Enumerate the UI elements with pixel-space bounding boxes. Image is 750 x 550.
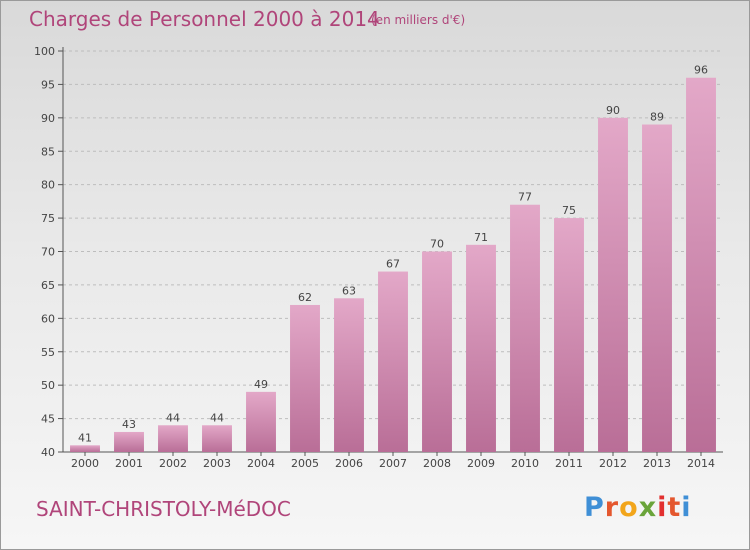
bar-value-label: 77 [518, 191, 532, 204]
bar-value-label: 96 [694, 64, 708, 77]
bar [554, 218, 584, 452]
x-tick-label: 2001 [115, 457, 143, 470]
bar-value-label: 90 [606, 104, 620, 117]
labels: 40 45 50 55 60 65 70 75 80 85 90 95 100 41 2000 43 2001 4… [34, 45, 715, 470]
y-tick-label: 75 [41, 212, 55, 225]
logo-letter: o [619, 492, 639, 523]
logo-letter: i [657, 492, 668, 523]
bar-value-label: 43 [122, 418, 136, 431]
bars [70, 77, 716, 453]
y-tick-label: 100 [34, 45, 55, 58]
x-tick-label: 2014 [687, 457, 715, 470]
y-tick-label: 80 [41, 179, 55, 192]
x-tick-label: 2000 [71, 457, 99, 470]
y-tick-label: 40 [41, 446, 55, 459]
y-tick-label: 65 [41, 279, 55, 292]
x-tick-label: 2006 [335, 457, 363, 470]
bar-value-label: 62 [298, 291, 312, 304]
bar [334, 298, 364, 452]
x-tick-label: 2007 [379, 457, 407, 470]
bar [422, 251, 452, 452]
logo-letter: r [604, 492, 620, 523]
y-tick-label: 85 [41, 145, 55, 158]
x-tick-label: 2012 [599, 457, 627, 470]
bar [114, 431, 144, 452]
bar [466, 244, 496, 452]
y-tick-label: 45 [41, 413, 55, 426]
bar-value-label: 89 [650, 111, 664, 124]
y-tick-label: 60 [41, 312, 55, 325]
bar-value-label: 63 [342, 284, 356, 297]
bar [290, 304, 320, 452]
proxiti-logo: Proxiti [584, 492, 692, 523]
x-tick-label: 2004 [247, 457, 275, 470]
logo-letter: t [667, 492, 682, 523]
logo-letter: x [638, 492, 658, 523]
chart-unit: (en milliers d'€) [371, 13, 466, 27]
bar [158, 425, 188, 452]
bar [378, 271, 408, 452]
bar-value-label: 41 [78, 431, 92, 444]
bar-value-label: 44 [166, 411, 180, 424]
x-tick-label: 2005 [291, 457, 319, 470]
bar-value-label: 75 [562, 204, 576, 217]
y-tick-label: 50 [41, 379, 55, 392]
y-tick-label: 90 [41, 112, 55, 125]
logo-letter: i [681, 492, 692, 523]
logo-letter: P [584, 492, 605, 523]
x-tick-label: 2009 [467, 457, 495, 470]
bar-value-label: 71 [474, 231, 488, 244]
x-tick-label: 2008 [423, 457, 451, 470]
x-tick-label: 2010 [511, 457, 539, 470]
bar-value-label: 44 [210, 411, 224, 424]
chart-title: Charges de Personnel 2000 à 2014 [29, 7, 380, 31]
bar [686, 77, 716, 452]
y-tick-label: 55 [41, 346, 55, 359]
bar-value-label: 49 [254, 378, 268, 391]
bar [642, 124, 672, 453]
x-tick-label: 2013 [643, 457, 671, 470]
bar [70, 445, 100, 452]
x-tick-label: 2011 [555, 457, 583, 470]
x-tick-label: 2002 [159, 457, 187, 470]
bar-value-label: 67 [386, 258, 400, 271]
bar [598, 117, 628, 452]
bar-chart: 40 45 50 55 60 65 70 75 80 85 90 95 100 41 2000 43 2001 4… [34, 45, 723, 470]
bar [202, 425, 232, 452]
bar [510, 204, 540, 452]
commune-name: SAINT-CHRISTOLY-MéDOC [36, 497, 291, 521]
y-tick-label: 95 [41, 78, 55, 91]
x-tick-label: 2003 [203, 457, 231, 470]
bar [246, 391, 276, 452]
bar-value-label: 70 [430, 238, 444, 251]
y-tick-label: 70 [41, 246, 55, 259]
